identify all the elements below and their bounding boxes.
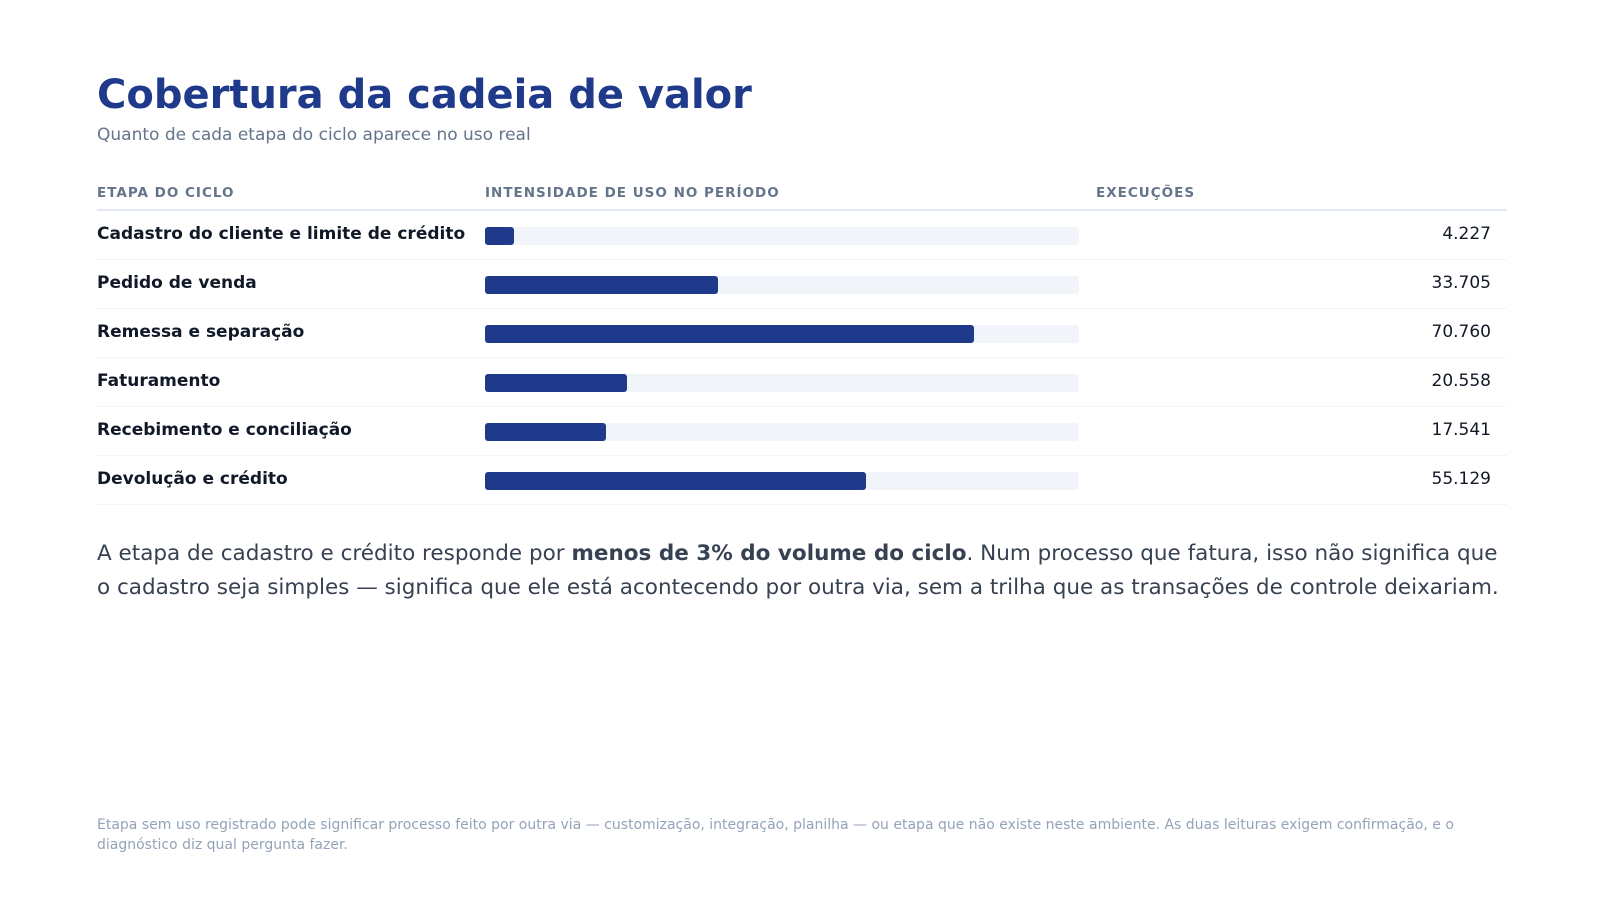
executions-value: 55.129 bbox=[1431, 469, 1491, 489]
executions-value: 17.541 bbox=[1431, 420, 1491, 440]
page-title: Cobertura da cadeia de valor bbox=[97, 72, 752, 118]
executions-value: 33.705 bbox=[1431, 273, 1491, 293]
column-header-executions: EXECUÇÕES bbox=[1096, 185, 1196, 201]
table-row: Faturamento 20.558 bbox=[97, 358, 1507, 407]
bar-fill bbox=[485, 276, 718, 294]
table-body: Cadastro do cliente e limite de crédito 4… bbox=[97, 211, 1507, 505]
footnote: Etapa sem uso registrado pode significar… bbox=[97, 817, 1454, 853]
table-row: Remessa e separação 70.760 bbox=[97, 309, 1507, 358]
bar-track bbox=[485, 374, 1079, 392]
bar-track bbox=[485, 472, 1079, 490]
stage-label: Recebimento e conciliação bbox=[97, 420, 352, 440]
bar-track bbox=[485, 325, 1079, 343]
bar-fill bbox=[485, 472, 866, 490]
bar-fill bbox=[485, 423, 606, 441]
bar-track bbox=[485, 276, 1079, 294]
column-header-intensity: INTENSIDADE DE USO NO PERÍODO bbox=[485, 185, 780, 201]
stage-label: Remessa e separação bbox=[97, 322, 305, 342]
bar-fill bbox=[485, 227, 514, 245]
stage-label: Devolução e crédito bbox=[97, 469, 288, 489]
page-subtitle: Quanto de cada etapa do ciclo aparece no… bbox=[97, 125, 531, 145]
executions-value: 20.558 bbox=[1431, 371, 1491, 391]
table-row: Pedido de venda 33.705 bbox=[97, 260, 1507, 309]
bar-fill bbox=[485, 325, 974, 343]
bar-track bbox=[485, 227, 1079, 245]
insight-text-before: A etapa de cadastro e crédito responde p… bbox=[97, 541, 572, 566]
insight-text-after: . Num processo que fatura, isso não sign… bbox=[97, 541, 1499, 600]
coverage-table: ETAPA DO CICLO INTENSIDADE DE USO NO PER… bbox=[97, 180, 1507, 505]
insight-highlight: menos de 3% do volume do ciclo bbox=[571, 541, 967, 566]
column-header-stage: ETAPA DO CICLO bbox=[97, 185, 235, 201]
insight-paragraph: A etapa de cadastro e crédito responde p… bbox=[97, 537, 1507, 605]
stage-label: Faturamento bbox=[97, 371, 221, 391]
bar-fill bbox=[485, 374, 627, 392]
stage-label: Cadastro do cliente e limite de crédito bbox=[97, 224, 466, 244]
executions-value: 4.227 bbox=[1442, 224, 1491, 244]
table-row: Cadastro do cliente e limite de crédito 4… bbox=[97, 211, 1507, 260]
table-row: Recebimento e conciliação 17.541 bbox=[97, 407, 1507, 456]
stage-label: Pedido de venda bbox=[97, 273, 257, 293]
table-row: Devolução e crédito 55.129 bbox=[97, 456, 1507, 505]
bar-track bbox=[485, 423, 1079, 441]
executions-value: 70.760 bbox=[1431, 322, 1491, 342]
table-header: ETAPA DO CICLO INTENSIDADE DE USO NO PER… bbox=[97, 180, 1507, 211]
